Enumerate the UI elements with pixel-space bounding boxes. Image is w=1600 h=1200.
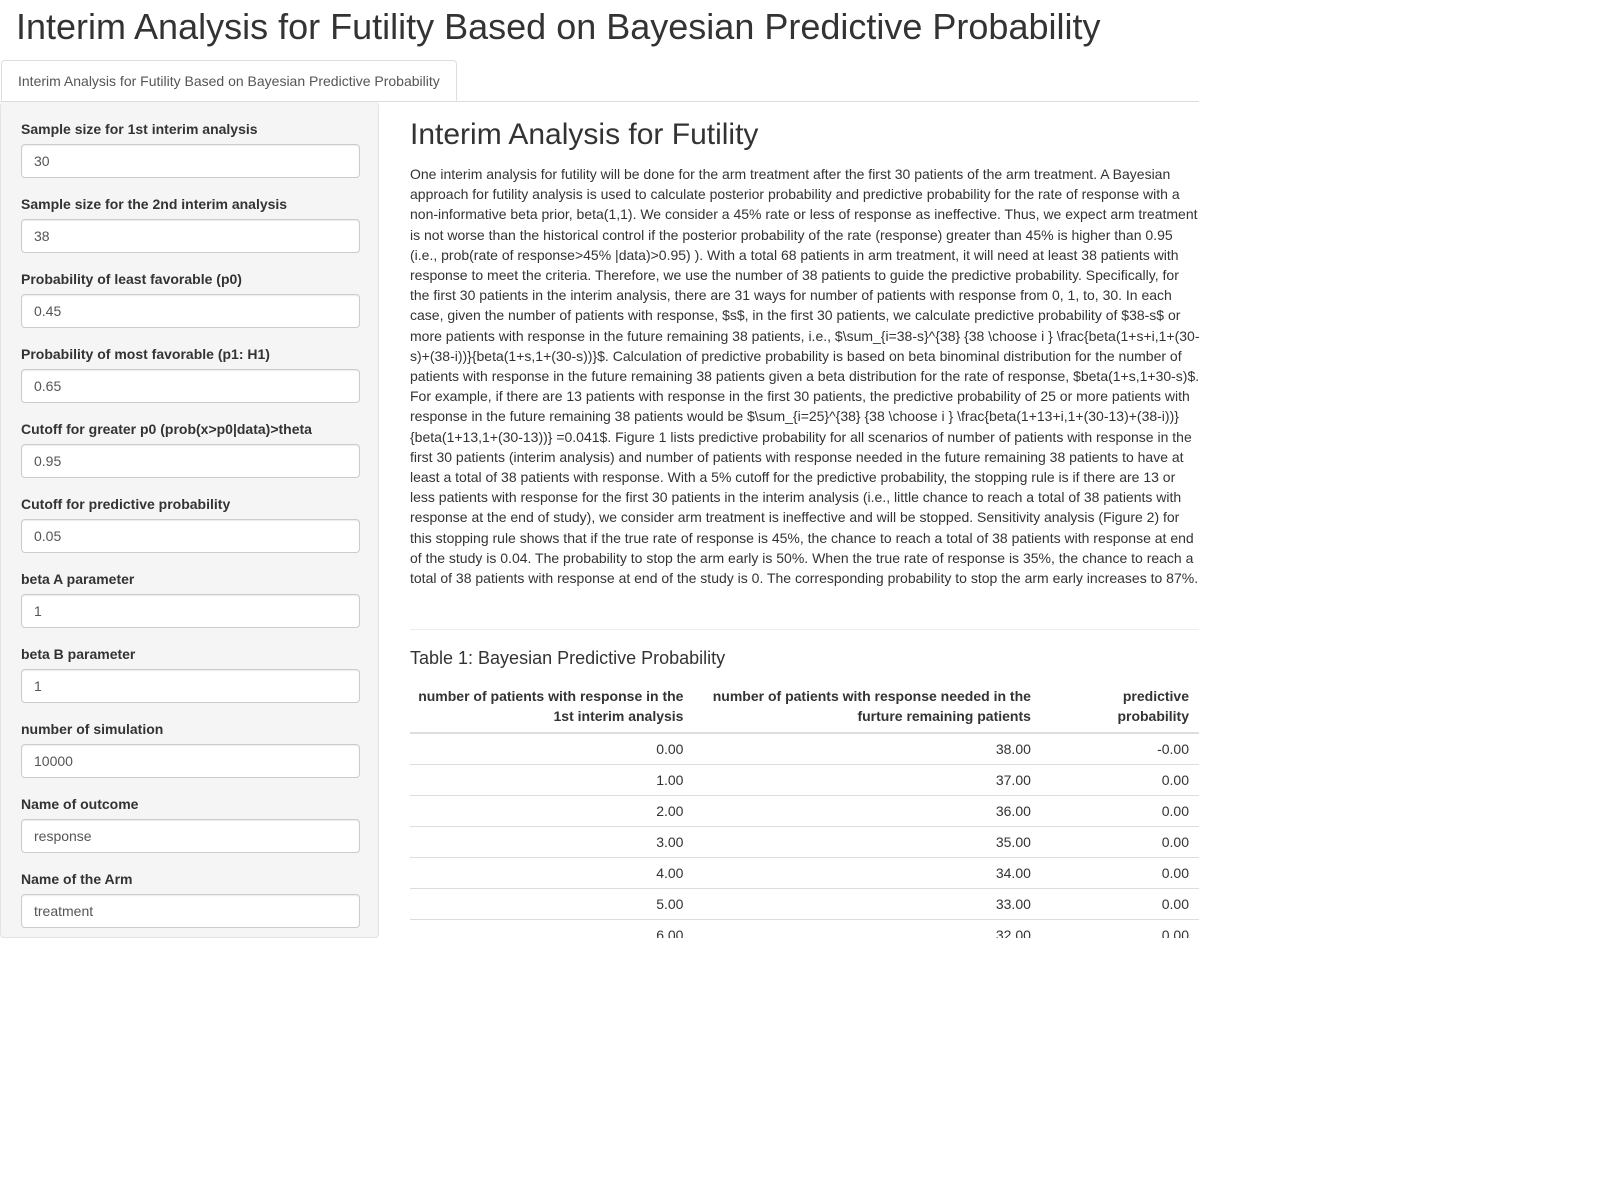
beta-b-input[interactable] (21, 669, 360, 703)
tab-bar: Interim Analysis for Futility Based on B… (0, 60, 1199, 102)
field-label: Name of the Arm (21, 869, 360, 889)
field-sample-size-1st: Sample size for 1st interim analysis (21, 119, 360, 178)
analysis-description: One interim analysis for futility will b… (410, 164, 1199, 588)
tab-interim-analysis[interactable]: Interim Analysis for Futility Based on B… (1, 60, 457, 101)
arm-name-input[interactable] (21, 894, 360, 928)
table-row: 2.00 36.00 0.00 (410, 796, 1199, 827)
table-cell: 36.00 (693, 796, 1040, 827)
field-theta-cutoff: Cutoff for greater p0 (prob(x>p0|data)>t… (21, 419, 360, 478)
field-label: Probability of most favorable (p1: H1) (21, 344, 360, 364)
field-p1: Probability of most favorable (p1: H1) (21, 344, 360, 403)
field-sample-size-2nd: Sample size for the 2nd interim analysis (21, 194, 360, 253)
field-beta-b: beta B parameter (21, 644, 360, 703)
table-caption: Table 1: Bayesian Predictive Probability (410, 648, 725, 669)
table-cell: 0.00 (1041, 858, 1199, 889)
sample-size-2nd-input[interactable] (21, 219, 360, 253)
table-cell: 4.00 (410, 858, 693, 889)
table-cell: 0.00 (1041, 827, 1199, 858)
table-cell: 2.00 (410, 796, 693, 827)
table-row: 6.00 32.00 0.00 (410, 920, 1199, 939)
sample-size-1st-input[interactable] (21, 144, 360, 178)
main-heading: Interim Analysis for Futility (410, 118, 758, 152)
table-cell: 0.00 (410, 733, 693, 765)
table-cell: -0.00 (1041, 733, 1199, 765)
predictive-probability-table: number of patients with response in the … (410, 682, 1199, 938)
table-row: 1.00 37.00 0.00 (410, 765, 1199, 796)
field-arm-name: Name of the Arm (21, 869, 360, 928)
table-row: 5.00 33.00 0.00 (410, 889, 1199, 920)
table-cell: 1.00 (410, 765, 693, 796)
outcome-name-input[interactable] (21, 819, 360, 853)
field-label: beta B parameter (21, 644, 360, 664)
theta-cutoff-input[interactable] (21, 444, 360, 478)
predictive-cutoff-input[interactable] (21, 519, 360, 553)
field-label: beta A parameter (21, 569, 360, 589)
table-cell: 33.00 (693, 889, 1040, 920)
field-p0: Probability of least favorable (p0) (21, 269, 360, 328)
main-panel: Interim Analysis for Futility One interi… (410, 102, 1199, 938)
table-header-row: number of patients with response in the … (410, 682, 1199, 733)
field-label: Probability of least favorable (p0) (21, 269, 360, 289)
table-cell: 35.00 (693, 827, 1040, 858)
table-cell: 5.00 (410, 889, 693, 920)
table-cell: 38.00 (693, 733, 1040, 765)
sidebar-panel: Sample size for 1st interim analysis Sam… (0, 102, 379, 938)
field-outcome-name: Name of outcome (21, 794, 360, 853)
field-label: Sample size for 1st interim analysis (21, 119, 360, 139)
table-row: 3.00 35.00 0.00 (410, 827, 1199, 858)
column-header: number of patients with response needed … (693, 682, 1040, 733)
field-beta-a: beta A parameter (21, 569, 360, 628)
table-cell: 34.00 (693, 858, 1040, 889)
table-cell: 32.00 (693, 920, 1040, 939)
p0-input[interactable] (21, 294, 360, 328)
p1-input[interactable] (21, 369, 360, 403)
table-row: 4.00 34.00 0.00 (410, 858, 1199, 889)
column-header: predictive probability (1041, 682, 1199, 733)
section-divider (410, 629, 1199, 630)
page-title: Interim Analysis for Futility Based on B… (16, 6, 1100, 48)
field-label: Cutoff for greater p0 (prob(x>p0|data)>t… (21, 419, 360, 439)
table-cell: 0.00 (1041, 920, 1199, 939)
table-cell: 0.00 (1041, 889, 1199, 920)
field-label: Name of outcome (21, 794, 360, 814)
table-cell: 6.00 (410, 920, 693, 939)
field-label: Cutoff for predictive probability (21, 494, 360, 514)
beta-a-input[interactable] (21, 594, 360, 628)
column-header: number of patients with response in the … (410, 682, 693, 733)
table-cell: 3.00 (410, 827, 693, 858)
field-predictive-cutoff: Cutoff for predictive probability (21, 494, 360, 553)
table-row: 0.00 38.00 -0.00 (410, 733, 1199, 765)
table-cell: 37.00 (693, 765, 1040, 796)
table-cell: 0.00 (1041, 796, 1199, 827)
field-label: Sample size for the 2nd interim analysis (21, 194, 360, 214)
table-cell: 0.00 (1041, 765, 1199, 796)
num-simulation-input[interactable] (21, 744, 360, 778)
field-num-simulation: number of simulation (21, 719, 360, 778)
field-label: number of simulation (21, 719, 360, 739)
